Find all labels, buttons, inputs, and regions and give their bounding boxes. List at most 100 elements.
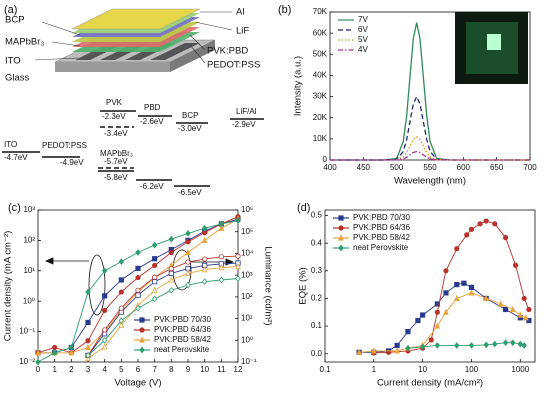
marker <box>405 344 411 352</box>
marker <box>464 232 470 238</box>
marker <box>101 267 108 275</box>
marker <box>168 270 174 277</box>
marker <box>477 221 483 227</box>
series-line <box>330 95 530 161</box>
emitting-pixel <box>487 34 501 50</box>
marker <box>483 294 489 302</box>
legend-label: 6V <box>358 25 368 34</box>
y-tick-label: 0 <box>323 155 328 164</box>
marker <box>185 239 191 245</box>
y-tick-label: 0.0 <box>311 349 323 358</box>
y-tick-label: 10² <box>23 236 35 245</box>
legend-label: PVK:PBD 70/30 <box>353 213 410 222</box>
marker <box>453 294 460 302</box>
marker <box>135 304 141 312</box>
marker <box>492 340 498 348</box>
x-tick-label: 10 <box>200 365 209 374</box>
y2-tick-label: 10² <box>241 292 253 301</box>
marker <box>468 226 475 232</box>
y-tick-label: 10³ <box>23 205 35 214</box>
x-tick-label: 8 <box>169 365 174 374</box>
panel-label: (c) <box>8 202 21 214</box>
marker <box>168 249 174 256</box>
series-line <box>87 262 239 356</box>
marker <box>483 341 489 349</box>
marker <box>102 293 108 299</box>
y-tick-label: 0.3 <box>311 266 323 275</box>
y-tick-label: 50K <box>313 49 328 58</box>
marker <box>468 289 475 296</box>
marker <box>235 262 241 270</box>
x-tick-label: 400 <box>323 163 337 172</box>
marker <box>151 295 158 303</box>
level-label: PBD <box>144 103 161 112</box>
series-line <box>87 266 239 359</box>
marker <box>443 290 449 296</box>
marker <box>185 248 191 256</box>
marker <box>454 246 460 252</box>
marker <box>118 277 124 283</box>
marker <box>168 276 175 283</box>
y2-tick-label: 10⁰ <box>241 335 253 344</box>
legend-marker <box>338 215 344 221</box>
y2-tick-label: 10⁴ <box>241 249 254 258</box>
marker <box>517 340 524 348</box>
marker <box>512 262 519 268</box>
marker <box>135 249 141 256</box>
y-tick-label: 10¹ <box>23 266 35 275</box>
legend-marker <box>338 234 344 241</box>
level-label: -4.7eV <box>4 153 28 162</box>
x-axis-label: Voltage (V) <box>115 378 162 389</box>
y-tick-label: 10⁻² <box>19 357 35 366</box>
marker <box>468 342 475 349</box>
marker <box>52 344 58 351</box>
level-label: -3.0eV <box>178 124 202 133</box>
level-label: PVK <box>106 98 123 107</box>
legend-label: neat Perovskite <box>154 345 210 354</box>
x-axis-label: Current density (mA/cm²) <box>377 378 483 389</box>
x-tick-label: 3 <box>86 365 91 374</box>
stack-label: PVK:PBD <box>207 46 248 57</box>
x-tick-label: 100 <box>465 365 479 374</box>
stack-label: MAPbBr₃ <box>5 37 44 48</box>
legend-label: 7V <box>358 15 368 24</box>
marker <box>428 337 434 343</box>
marker <box>101 343 108 350</box>
series-line <box>87 255 239 356</box>
y-tick-label: 30K <box>313 92 328 101</box>
legend-label: PVK:PBD 64/36 <box>353 223 410 232</box>
marker <box>415 317 421 324</box>
marker <box>102 307 108 313</box>
marker <box>443 268 449 274</box>
x-tick-label: 9 <box>186 365 191 374</box>
glass-side <box>170 40 215 72</box>
marker <box>434 309 440 315</box>
x-tick-label: 0.1 <box>319 365 331 374</box>
y-tick-label: 0.2 <box>311 294 323 303</box>
marker <box>35 349 41 356</box>
marker <box>168 266 174 272</box>
y-tick-label: 40K <box>313 71 328 80</box>
y-tick-label: 10K <box>313 134 328 143</box>
x-tick-label: 11 <box>217 365 226 374</box>
panel-label: (d) <box>297 202 310 214</box>
x-tick-label: 4 <box>102 365 107 374</box>
marker <box>503 306 509 313</box>
marker <box>151 241 158 249</box>
y2-tick-label: 10⁻¹ <box>241 357 257 366</box>
marker <box>394 342 400 349</box>
panel-label: (b) <box>278 4 291 16</box>
stack-label: LiF <box>236 26 249 37</box>
y2-tick-label: 10⁶ <box>241 205 253 214</box>
level-label: MAPbBr₃ <box>100 149 133 158</box>
level-label: -2.6eV <box>140 117 164 126</box>
y-tick-label: 0.1 <box>311 321 323 330</box>
y-axis-label: EQE (%) <box>298 267 309 304</box>
marker <box>168 235 175 243</box>
y2-axis-label: Luminance (cd/m²) <box>262 246 273 325</box>
marker <box>118 317 125 325</box>
y-tick-label: 20K <box>313 113 328 122</box>
marker <box>235 275 241 282</box>
inset-photo <box>455 12 528 84</box>
marker <box>434 322 441 329</box>
